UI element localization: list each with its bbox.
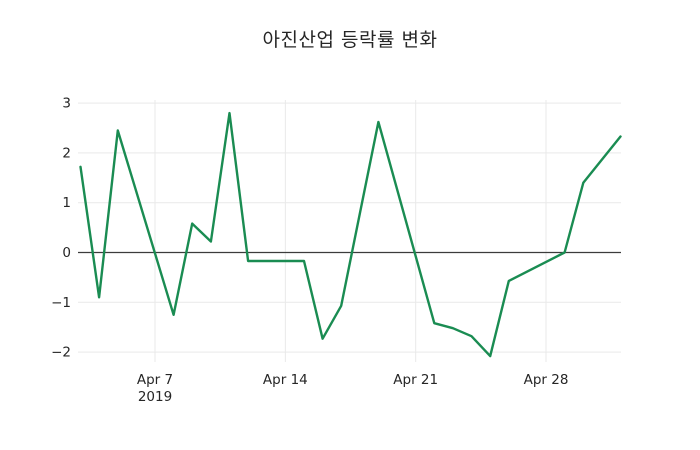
y-tick-label: −1 <box>51 295 71 311</box>
y-tick-label: 2 <box>62 145 71 161</box>
x-tick-label: Apr 7 <box>137 372 173 388</box>
grid-layer <box>78 100 621 362</box>
data-line <box>79 111 622 358</box>
series-layer <box>79 111 622 358</box>
y-tick-label: 1 <box>62 195 71 211</box>
x-tick-label: Apr 28 <box>524 372 569 388</box>
x-tick-year-label: 2019 <box>138 389 172 405</box>
y-tick-label: 3 <box>62 96 71 112</box>
x-tick-label: Apr 21 <box>393 372 438 388</box>
y-tick-label: −2 <box>51 345 71 361</box>
chart-title: 아진산업 등락률 변화 <box>262 29 438 51</box>
y-tick-label: 0 <box>62 245 71 261</box>
x-tick-label: Apr 14 <box>263 372 308 388</box>
